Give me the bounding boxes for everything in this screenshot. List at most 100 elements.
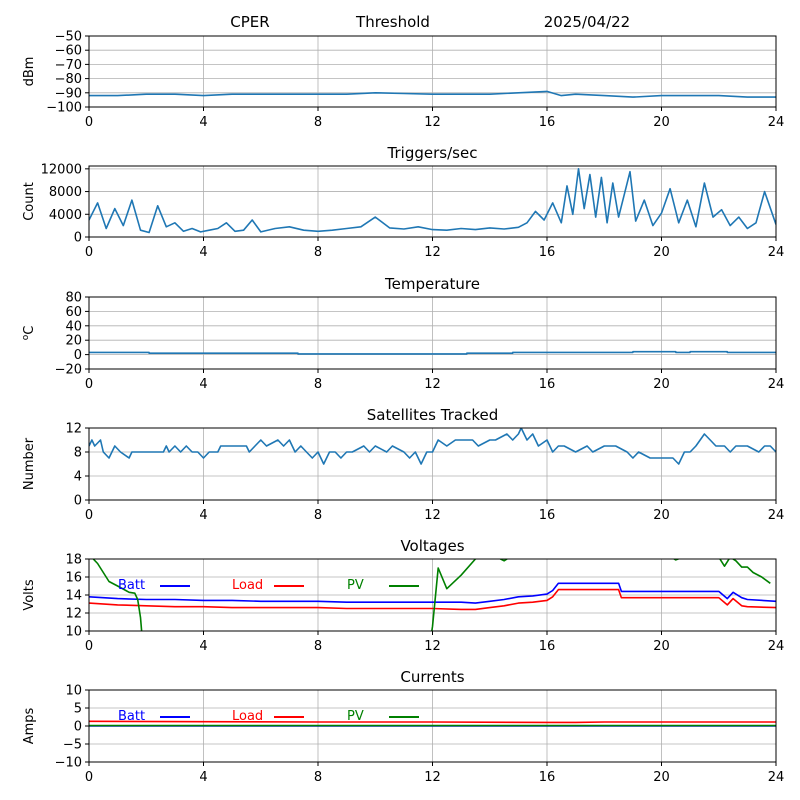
x-tick-label: 4: [199, 508, 207, 523]
chart-panel-0: 0 4 8 12 16 20 24 −100−90−80−70−60−50 dBm: [22, 30, 784, 131]
chart-panel-1: 0 4 8 12 16 20 24 0 4000 8000 12000 Triggers/sec Cou…: [22, 144, 784, 260]
x-tick-label: 4: [199, 377, 207, 392]
y-tick-label: 60: [65, 305, 82, 320]
y-tick-label: 8: [74, 446, 82, 461]
x-tick-label: 24: [768, 770, 785, 785]
y-tick-label: 0: [74, 494, 82, 509]
y-tick-label: 12000: [41, 162, 82, 177]
series-line-0: [89, 428, 776, 465]
y-tick-label: 10: [65, 684, 82, 699]
x-tick-label: 16: [539, 115, 556, 130]
chart-title: Satellites Tracked: [367, 406, 498, 424]
y-tick-label: 10: [65, 625, 82, 640]
x-tick-label: 12: [424, 639, 441, 654]
y-tick-label: −90: [55, 86, 82, 101]
y-tick-label: 0: [74, 720, 82, 735]
x-tick-label: 24: [768, 377, 785, 392]
y-tick-label: 4000: [49, 208, 82, 223]
x-tick-label: 24: [768, 245, 785, 260]
y-tick-label: −10: [55, 756, 82, 771]
header-station: CPER: [230, 13, 269, 31]
x-tick-label: 20: [653, 115, 670, 130]
series-group: [89, 350, 776, 355]
series-line-load: [89, 720, 776, 724]
legend-label-load: Load: [232, 709, 263, 724]
y-tick-label: 8000: [49, 185, 82, 200]
x-tick-label: 8: [314, 377, 322, 392]
x-tick-label: 0: [85, 377, 93, 392]
series-line-0: [89, 90, 776, 98]
y-tick-label: 12: [65, 607, 82, 622]
x-tick-label: 12: [424, 377, 441, 392]
series-line-batt: [89, 582, 776, 604]
x-tick-label: 4: [199, 245, 207, 260]
x-tick-label: 0: [85, 508, 93, 523]
chart-title: Temperature: [384, 275, 480, 293]
y-axis-label: oC: [21, 326, 37, 341]
header-mode: Threshold: [355, 13, 430, 31]
y-tick-label: 0: [74, 348, 82, 363]
header-date: 2025/04/22: [544, 13, 630, 31]
y-tick-label: 14: [65, 589, 82, 604]
x-tick-label: 12: [424, 508, 441, 523]
x-tick-label: 24: [768, 639, 785, 654]
chart-title: Voltages: [400, 537, 464, 555]
y-tick-label: −5: [63, 738, 82, 753]
legend-label-load: Load: [232, 578, 263, 593]
x-tick-label: 12: [424, 115, 441, 130]
chart-title: Triggers/sec: [387, 144, 478, 162]
x-tick-label: 20: [653, 508, 670, 523]
y-tick-label: −50: [55, 30, 82, 45]
x-tick-label: 20: [653, 770, 670, 785]
x-tick-label: 0: [85, 245, 93, 260]
y-tick-label: −60: [55, 44, 82, 59]
y-tick-label: 5: [74, 702, 82, 717]
x-tick-label: 0: [85, 115, 93, 130]
legend-label-pv: PV: [347, 578, 364, 593]
x-tick-label: 24: [768, 115, 785, 130]
x-tick-label: 16: [539, 770, 556, 785]
y-tick-label: 4: [74, 470, 82, 485]
y-axis-label: Amps: [22, 707, 37, 744]
x-tick-label: 16: [539, 508, 556, 523]
legend-label-pv: PV: [347, 709, 364, 724]
y-tick-label: 16: [65, 571, 82, 586]
y-tick-label: −100: [46, 101, 82, 116]
chart-title: Currents: [400, 668, 464, 686]
x-tick-label: 12: [424, 770, 441, 785]
x-tick-label: 12: [424, 245, 441, 260]
x-tick-label: 4: [199, 639, 207, 654]
chart-panel-3: 0 4 8 12 16 20 24 0 4 8 12 Satellites Tracked Number: [22, 406, 784, 523]
series-group: [89, 168, 776, 234]
x-tick-label: 4: [199, 770, 207, 785]
y-tick-label: 0: [74, 231, 82, 246]
y-axis-label: Number: [22, 437, 37, 490]
y-tick-label: −70: [55, 58, 82, 73]
series-line-0: [89, 168, 776, 234]
y-tick-label: 18: [65, 553, 82, 568]
x-tick-label: 16: [539, 245, 556, 260]
series-line-0: [89, 350, 776, 355]
y-tick-label: −20: [55, 363, 82, 378]
series-line-pv: [92, 559, 771, 631]
chart-panel-5: 0 4 8 12 16 20 24 −10 −5 0 5 10 Currents Amps Batt Load…: [22, 668, 784, 785]
x-tick-label: 0: [85, 639, 93, 654]
y-axis-label: Count: [22, 182, 37, 221]
x-tick-label: 8: [314, 770, 322, 785]
y-tick-label: −80: [55, 72, 82, 87]
series-group: [89, 720, 776, 727]
x-tick-label: 8: [314, 639, 322, 654]
x-tick-label: 20: [653, 245, 670, 260]
legend-label-batt: Batt: [118, 709, 145, 724]
y-tick-label: 20: [65, 334, 82, 349]
series-group: [89, 428, 776, 465]
chart-panel-4: 0 4 8 12 16 20 24 10 12 14 16 18 Voltages Volts Batt Lo…: [22, 537, 784, 654]
x-tick-label: 16: [539, 639, 556, 654]
y-axis-label: dBm: [22, 57, 37, 87]
y-tick-label: 80: [65, 291, 82, 306]
x-tick-label: 16: [539, 377, 556, 392]
x-tick-label: 20: [653, 377, 670, 392]
series-line-load: [89, 588, 776, 611]
